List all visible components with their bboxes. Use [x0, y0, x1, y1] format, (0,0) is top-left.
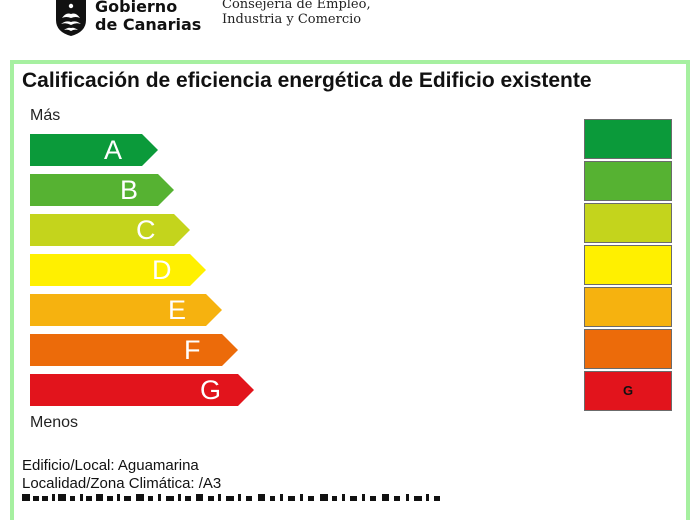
rating-arrow-a: A [30, 134, 158, 166]
result-box-b [584, 161, 672, 201]
result-box-e [584, 287, 672, 327]
rating-arrow-fill-b [30, 174, 174, 206]
page-title: Calificación de eficiencia energética de… [22, 69, 592, 92]
rating-letter-c: C [136, 215, 156, 245]
rating-arrow-shape-g [30, 374, 254, 406]
rating-letter-g: G [200, 375, 222, 405]
rating-arrow-shape-b [30, 174, 174, 206]
rating-arrow-g: G [30, 374, 254, 406]
rating-arrow-fill-c [30, 214, 190, 246]
rating-arrow-shape-a [30, 134, 158, 166]
building-location: Localidad/Zona Climática: /A3 [22, 475, 222, 492]
rating-arrow-b: B [30, 174, 174, 206]
government-logo-icon [56, 0, 86, 36]
rating-arrow-d: D [30, 254, 206, 286]
result-box-f [584, 329, 672, 369]
current-rating-mark: G [622, 383, 634, 398]
rating-letter-a: A [104, 135, 123, 165]
rating-arrow-fill-e [30, 294, 222, 326]
scale-top-label: Más [30, 107, 61, 124]
result-box-g: G [584, 371, 672, 411]
government-name: Gobierno de Canarias [95, 0, 201, 34]
rating-arrow-fill-d [30, 254, 206, 286]
result-box-d [584, 245, 672, 285]
building-info: Edificio/Local: Aguamarina Localidad/Zon… [22, 457, 221, 493]
building-name: Edificio/Local: Aguamarina [22, 457, 199, 474]
department-name: Consejería de Empleo, Industria y Comerc… [222, 0, 371, 27]
rating-arrow-e: E [30, 294, 222, 326]
truncated-text-line [22, 494, 440, 501]
rating-arrow-shape-e [30, 294, 222, 326]
rating-letter-f: F [184, 335, 201, 365]
rating-arrow-shape-d [30, 254, 206, 286]
department-line2: Industria y Comercio [222, 12, 362, 27]
government-name-line1: Gobierno [95, 0, 178, 16]
rating-result-column: G [584, 0, 674, 500]
rating-arrow-shape-c [30, 214, 190, 246]
rating-arrow-shape-f [30, 334, 238, 366]
department-line1: Consejería de Empleo, [222, 0, 371, 12]
result-box-c [584, 203, 672, 243]
rating-arrow-c: C [30, 214, 190, 246]
result-box-a [584, 119, 672, 159]
rating-letter-e: E [168, 295, 187, 325]
rating-letter-d: D [152, 255, 172, 285]
scale-bottom-label: Menos [30, 414, 79, 431]
rating-arrow-fill-g [30, 374, 254, 406]
rating-letter-b: B [120, 175, 139, 205]
rating-arrow-fill-a [30, 134, 158, 166]
rating-arrow-fill-f [30, 334, 238, 366]
government-name-line2: de Canarias [95, 15, 202, 34]
rating-arrow-f: F [30, 334, 238, 366]
page-header: Gobierno de Canarias Consejería de Emple… [0, 0, 700, 58]
